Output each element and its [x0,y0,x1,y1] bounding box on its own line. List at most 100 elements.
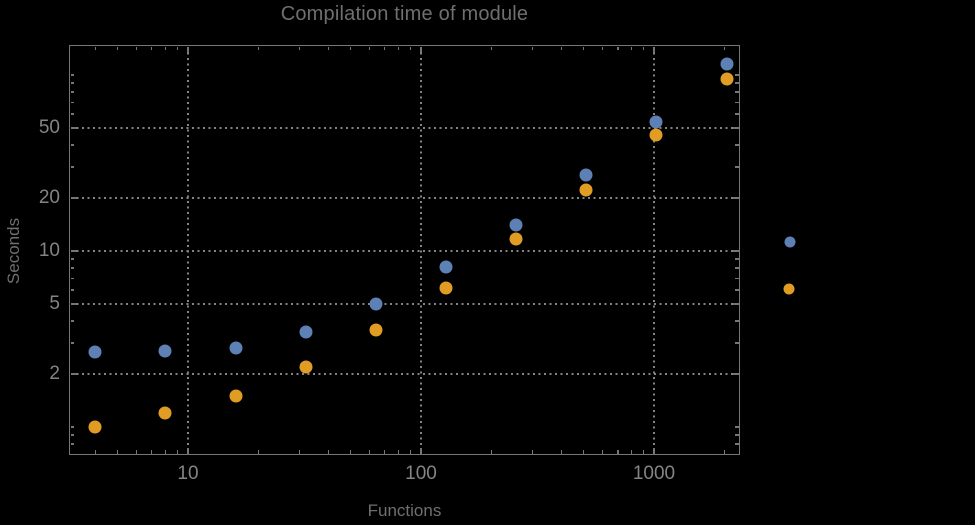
x-tick [135,46,137,50]
y-tick [732,197,739,199]
y-tick [732,373,739,375]
x-tick [531,450,533,454]
x-tick-label-1000: 1000 [632,463,676,484]
data-point-series-1-blue-x2048 [720,57,734,71]
y-tick [70,434,74,436]
x-tick [409,450,411,454]
y-tick [735,258,739,260]
x-tick [560,450,562,454]
data-point-series-1-blue-x256 [509,218,523,232]
data-point-series-2-orange-x64 [369,323,383,337]
x-tick [601,46,603,50]
data-point-series-2-orange-x256 [509,232,523,246]
x-tick [176,46,178,50]
gridline-y-5 [71,302,738,305]
y-tick [70,453,74,455]
x-tick [187,447,189,454]
data-point-series-2-orange-x32 [299,360,313,374]
x-tick [601,450,603,454]
y-tick [70,373,77,375]
y-tick-label-20: 20 [38,187,60,209]
x-tick [583,450,585,454]
x-tick [327,450,329,454]
x-tick [490,450,492,454]
x-tick [327,46,329,50]
data-point-series-2-orange-x16 [229,389,243,403]
y-tick-label-5: 5 [49,292,60,314]
x-tick [653,447,655,454]
y-tick [70,113,74,115]
x-tick [350,46,352,50]
y-tick [70,289,74,291]
data-point-series-2-orange-x2048 [720,72,734,86]
x-tick [164,450,166,454]
data-point-series-1-blue-x8 [158,344,172,358]
data-point-series-2-orange-x512 [579,183,593,197]
x-tick [151,46,153,50]
y-tick [70,267,74,269]
x-tick [630,450,633,454]
y-tick [735,426,739,428]
data-point-series-1-blue-x1024 [649,115,663,129]
y-tick [735,434,739,436]
y-tick [732,127,739,129]
x-tick [257,46,259,50]
data-point-series-2-orange-x4 [88,420,102,434]
y-tick [70,101,74,103]
x-tick [164,46,166,50]
y-tick [735,342,739,344]
x-tick [368,46,370,50]
data-point-series-1-blue-x512 [579,168,593,182]
y-tick [70,127,77,129]
x-tick [176,450,178,454]
legend-marker-series2 [783,283,795,295]
y-tick [735,113,739,115]
y-tick [70,197,77,199]
y-tick [70,166,74,168]
y-tick [735,320,739,322]
chart-title: Compilation time of module [280,3,529,25]
x-tick [368,450,370,454]
x-tick [94,46,96,50]
x-tick [490,46,492,50]
y-tick [735,82,739,84]
y-tick [735,144,739,146]
x-tick [531,46,533,50]
data-point-series-1-blue-x32 [299,325,313,339]
y-tick-label-2: 2 [49,362,60,384]
x-tick-label-10: 10 [177,463,199,484]
gridline-x-10 [186,47,189,453]
x-tick [94,450,96,454]
x-tick [642,46,644,50]
y-tick-label-50: 50 [38,116,60,138]
y-tick [70,277,74,279]
y-tick [735,289,739,291]
y-tick [70,91,74,93]
x-tick [409,46,411,50]
x-tick [617,46,619,50]
plot-frame [69,45,740,455]
x-tick [397,46,399,50]
y-tick-label-10: 10 [38,239,60,261]
x-tick [723,46,725,50]
y-tick [735,166,739,168]
x-axis-label: Functions [367,501,442,520]
x-tick [583,46,585,50]
y-tick [70,250,77,252]
x-tick [642,450,644,454]
legend-marker-series1 [784,236,796,248]
y-tick [70,258,74,260]
data-point-series-2-orange-x8 [158,406,172,420]
gridline-y-20 [71,197,738,200]
y-tick [732,250,739,252]
y-tick [735,101,739,103]
y-tick [735,91,739,93]
data-point-series-2-orange-x1024 [649,128,663,142]
y-tick [70,342,74,344]
x-tick [298,46,300,50]
y-tick [70,144,74,146]
data-point-series-2-orange-x128 [439,281,453,295]
gridline-y-10 [71,249,738,252]
y-tick [735,443,739,445]
